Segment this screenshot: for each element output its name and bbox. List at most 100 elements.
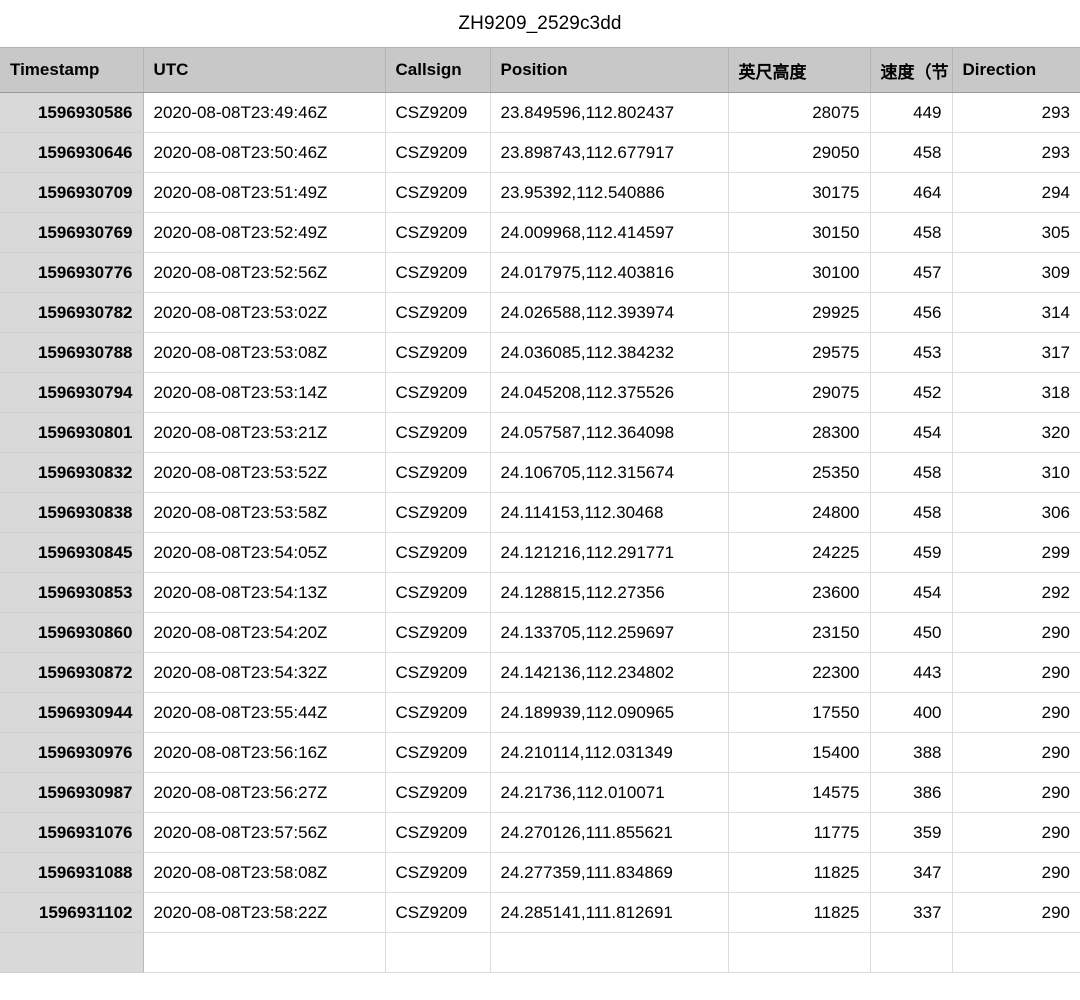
cell-altitude: 30100: [728, 252, 871, 293]
row-header-timestamp: 1596931076: [0, 812, 144, 853]
row-header-timestamp: 1596930860: [0, 612, 144, 653]
column-header-position[interactable]: Position: [490, 47, 729, 93]
cell-utc: 2020-08-08T23:54:05Z: [143, 532, 386, 573]
cell-direction: 314: [952, 292, 1080, 333]
cell-speed: 459: [870, 532, 953, 573]
cell-callsign: CSZ9209: [385, 492, 491, 533]
cell-utc: 2020-08-08T23:56:27Z: [143, 772, 386, 813]
cell-callsign: CSZ9209: [385, 372, 491, 413]
row-header-timestamp: 1596930794: [0, 372, 144, 413]
cell-callsign: CSZ9209: [385, 92, 491, 133]
cell-position: 24.189939,112.090965: [490, 692, 729, 733]
page-title: ZH9209_2529c3dd: [458, 13, 622, 34]
column-header-callsign[interactable]: Callsign: [385, 47, 491, 93]
cell-altitude: 29925: [728, 292, 871, 333]
table-row[interactable]: 1596930709 2020-08-08T23:51:49Z CSZ9209 23.…: [0, 172, 1080, 213]
cell-speed: 457: [870, 252, 953, 293]
cell-position: [490, 932, 729, 973]
cell-position: 24.285141,111.812691: [490, 892, 729, 933]
table-row[interactable]: 1596930838 2020-08-08T23:53:58Z CSZ9209 24.…: [0, 492, 1080, 533]
cell-position: 23.95392,112.540886: [490, 172, 729, 213]
cell-speed: 449: [870, 92, 953, 133]
cell-callsign: CSZ9209: [385, 132, 491, 173]
table-row[interactable]: 1596930860 2020-08-08T23:54:20Z CSZ9209 24.…: [0, 612, 1080, 653]
cell-altitude: 11775: [728, 812, 871, 853]
cell-speed: 337: [870, 892, 953, 933]
cell-direction: 299: [952, 532, 1080, 573]
row-header-timestamp: 1596930845: [0, 532, 144, 573]
row-header-timestamp: 1596930872: [0, 652, 144, 693]
row-header-timestamp: 1596930788: [0, 332, 144, 373]
cell-altitude: 30175: [728, 172, 871, 213]
row-header-timestamp: 1596930646: [0, 132, 144, 173]
cell-altitude: 22300: [728, 652, 871, 693]
row-header-timestamp: [0, 932, 144, 973]
cell-speed: [870, 932, 953, 973]
table-row[interactable]: 1596930987 2020-08-08T23:56:27Z CSZ9209 24.…: [0, 772, 1080, 813]
cell-altitude: 23600: [728, 572, 871, 613]
table-row[interactable]: 1596930782 2020-08-08T23:53:02Z CSZ9209 24.…: [0, 292, 1080, 333]
cell-direction: 290: [952, 652, 1080, 693]
table-row[interactable]: 1596930801 2020-08-08T23:53:21Z CSZ9209 24.…: [0, 412, 1080, 453]
column-header-timestamp[interactable]: Timestamp: [0, 47, 144, 93]
cell-utc: 2020-08-08T23:49:46Z: [143, 92, 386, 133]
cell-direction: 293: [952, 92, 1080, 133]
cell-altitude: 29075: [728, 372, 871, 413]
flight-track-table-container[interactable]: Timestamp UTC Callsign Position 英尺高度 速度（…: [0, 47, 1080, 1000]
row-header-timestamp: 1596930976: [0, 732, 144, 773]
cell-utc: 2020-08-08T23:53:02Z: [143, 292, 386, 333]
cell-direction: 290: [952, 772, 1080, 813]
cell-callsign: CSZ9209: [385, 572, 491, 613]
table-row[interactable]: 1596931102 2020-08-08T23:58:22Z CSZ9209 24.…: [0, 892, 1080, 933]
row-header-timestamp: 1596930782: [0, 292, 144, 333]
cell-altitude: 28075: [728, 92, 871, 133]
cell-direction: 290: [952, 692, 1080, 733]
table-row[interactable]: 1596930872 2020-08-08T23:54:32Z CSZ9209 24.…: [0, 652, 1080, 693]
row-header-timestamp: 1596930987: [0, 772, 144, 813]
cell-position: 24.114153,112.30468: [490, 492, 729, 533]
cell-direction: 318: [952, 372, 1080, 413]
cell-speed: 359: [870, 812, 953, 853]
cell-position: 24.128815,112.27356: [490, 572, 729, 613]
cell-altitude: 24800: [728, 492, 871, 533]
table-row[interactable]: 1596930976 2020-08-08T23:56:16Z CSZ9209 24.…: [0, 732, 1080, 773]
table-row[interactable]: 1596930776 2020-08-08T23:52:56Z CSZ9209 24.…: [0, 252, 1080, 293]
cell-utc: 2020-08-08T23:53:21Z: [143, 412, 386, 453]
table-row[interactable]: 1596930845 2020-08-08T23:54:05Z CSZ9209 24.…: [0, 532, 1080, 573]
row-header-timestamp: 1596930801: [0, 412, 144, 453]
cell-position: 24.057587,112.364098: [490, 412, 729, 453]
table-header-row: Timestamp UTC Callsign Position 英尺高度 速度（…: [0, 47, 1080, 93]
column-header-speed[interactable]: 速度（节: [870, 47, 953, 93]
cell-speed: 347: [870, 852, 953, 893]
column-header-utc[interactable]: UTC: [143, 47, 386, 93]
cell-utc: 2020-08-08T23:53:58Z: [143, 492, 386, 533]
cell-callsign: CSZ9209: [385, 532, 491, 573]
table-row[interactable]: 1596930832 2020-08-08T23:53:52Z CSZ9209 24.…: [0, 452, 1080, 493]
table-row[interactable]: 1596930794 2020-08-08T23:53:14Z CSZ9209 24.…: [0, 372, 1080, 413]
cell-speed: 458: [870, 452, 953, 493]
cell-callsign: CSZ9209: [385, 892, 491, 933]
table-row[interactable]: 1596930646 2020-08-08T23:50:46Z CSZ9209 23.…: [0, 132, 1080, 173]
cell-speed: 454: [870, 412, 953, 453]
cell-position: 23.898743,112.677917: [490, 132, 729, 173]
table-row[interactable]: 1596930853 2020-08-08T23:54:13Z CSZ9209 24.…: [0, 572, 1080, 613]
cell-position: 24.106705,112.315674: [490, 452, 729, 493]
cell-position: 24.036085,112.384232: [490, 332, 729, 373]
cell-position: 24.045208,112.375526: [490, 372, 729, 413]
row-header-timestamp: 1596930832: [0, 452, 144, 493]
table-row[interactable]: 1596930944 2020-08-08T23:55:44Z CSZ9209 24.…: [0, 692, 1080, 733]
cell-direction: 290: [952, 892, 1080, 933]
table-row[interactable]: 1596930769 2020-08-08T23:52:49Z CSZ9209 24.…: [0, 212, 1080, 253]
column-header-altitude[interactable]: 英尺高度: [728, 47, 871, 93]
table-row[interactable]: 1596930788 2020-08-08T23:53:08Z CSZ9209 24.…: [0, 332, 1080, 373]
cell-direction: 290: [952, 612, 1080, 653]
table-row[interactable]: 1596930586 2020-08-08T23:49:46Z CSZ9209 23.…: [0, 92, 1080, 133]
row-header-timestamp: 1596930586: [0, 92, 144, 133]
table-row[interactable]: [0, 932, 1080, 973]
table-row[interactable]: 1596931076 2020-08-08T23:57:56Z CSZ9209 24.…: [0, 812, 1080, 853]
column-header-direction[interactable]: Direction: [952, 47, 1080, 93]
cell-altitude: 25350: [728, 452, 871, 493]
cell-altitude: 24225: [728, 532, 871, 573]
cell-utc: 2020-08-08T23:54:20Z: [143, 612, 386, 653]
table-row[interactable]: 1596931088 2020-08-08T23:58:08Z CSZ9209 24.…: [0, 852, 1080, 893]
